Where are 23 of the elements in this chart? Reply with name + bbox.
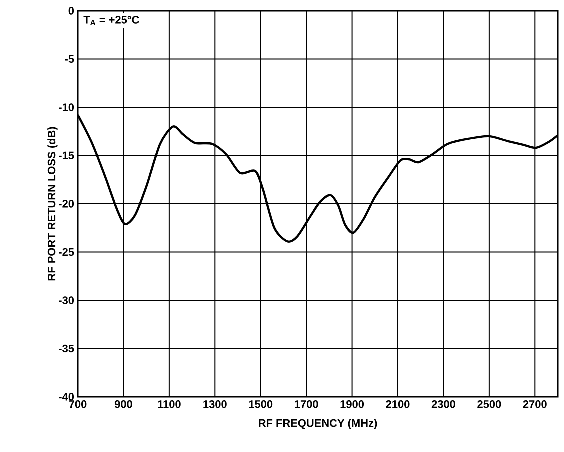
y-tick-label: -5	[65, 55, 74, 64]
y-tick-label: -25	[59, 248, 74, 256]
y-tick-label: -35	[59, 344, 74, 353]
y-tick-label: -20	[59, 200, 74, 208]
y-axis-title: RF PORT RETURN LOSS (dB)	[48, 127, 58, 281]
y-tick-label: -10	[59, 104, 74, 112]
x-tick-label: 1500	[249, 400, 273, 408]
x-tick-label: 2300	[432, 400, 456, 408]
y-tick-label: -40	[59, 393, 74, 401]
annotation: T$_{A}$ = +25°C	[84, 16, 140, 26]
y-tick-label: -30	[59, 296, 74, 304]
x-tick-label: 1700	[295, 400, 318, 408]
x-tick-label: 1900	[340, 400, 364, 408]
x-tick-label: 2700	[523, 400, 547, 408]
x-tick-label: 1100	[158, 400, 181, 408]
y-tick-label: 0	[68, 7, 74, 15]
x-tick-label: 700	[69, 400, 87, 408]
x-tick-label: 2500	[478, 400, 502, 408]
x-tick-label: 1300	[204, 400, 227, 408]
y-tick-label: -15	[59, 152, 74, 160]
x-axis-title: RF FREQUENCY (MHz)	[259, 419, 378, 430]
x-tick-label: 900	[114, 400, 132, 408]
x-tick-label: 2100	[386, 400, 410, 408]
